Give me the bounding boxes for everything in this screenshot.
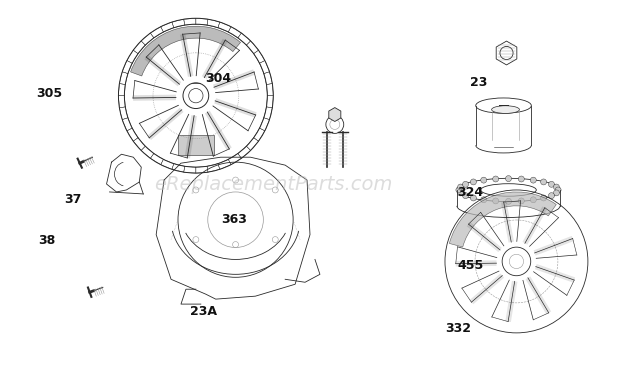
Circle shape <box>554 190 559 196</box>
Ellipse shape <box>476 98 531 113</box>
Ellipse shape <box>480 184 536 196</box>
Circle shape <box>505 176 511 182</box>
Circle shape <box>493 176 498 182</box>
Circle shape <box>555 187 561 193</box>
Circle shape <box>458 190 464 196</box>
Text: 332: 332 <box>445 322 471 335</box>
Ellipse shape <box>457 178 560 202</box>
Text: 37: 37 <box>64 193 81 206</box>
Circle shape <box>541 179 547 185</box>
Text: 363: 363 <box>221 213 247 226</box>
Circle shape <box>549 181 554 187</box>
Circle shape <box>554 184 559 190</box>
Circle shape <box>518 198 525 204</box>
Polygon shape <box>329 108 341 121</box>
Circle shape <box>502 247 531 276</box>
Wedge shape <box>131 26 241 76</box>
Circle shape <box>183 83 209 108</box>
Text: 324: 324 <box>458 186 484 199</box>
Circle shape <box>530 177 536 183</box>
Text: 23A: 23A <box>190 305 217 318</box>
Text: eReplacementParts.com: eReplacementParts.com <box>154 175 392 195</box>
Wedge shape <box>450 192 556 247</box>
Bar <box>178 135 214 155</box>
Text: 305: 305 <box>36 87 62 100</box>
Circle shape <box>471 195 476 201</box>
Ellipse shape <box>492 106 520 113</box>
Text: 304: 304 <box>205 72 231 85</box>
Circle shape <box>530 197 536 203</box>
Circle shape <box>480 177 487 183</box>
Circle shape <box>518 176 525 182</box>
Circle shape <box>505 198 511 204</box>
Circle shape <box>493 198 498 204</box>
Circle shape <box>458 184 464 190</box>
Text: 455: 455 <box>458 259 484 272</box>
Circle shape <box>541 195 547 201</box>
Circle shape <box>463 193 469 199</box>
Circle shape <box>480 197 487 203</box>
Circle shape <box>456 187 462 193</box>
Text: 38: 38 <box>38 233 55 246</box>
Circle shape <box>326 115 343 134</box>
Circle shape <box>471 179 476 185</box>
Circle shape <box>549 193 554 199</box>
Text: 23: 23 <box>470 76 487 89</box>
Circle shape <box>463 181 469 187</box>
